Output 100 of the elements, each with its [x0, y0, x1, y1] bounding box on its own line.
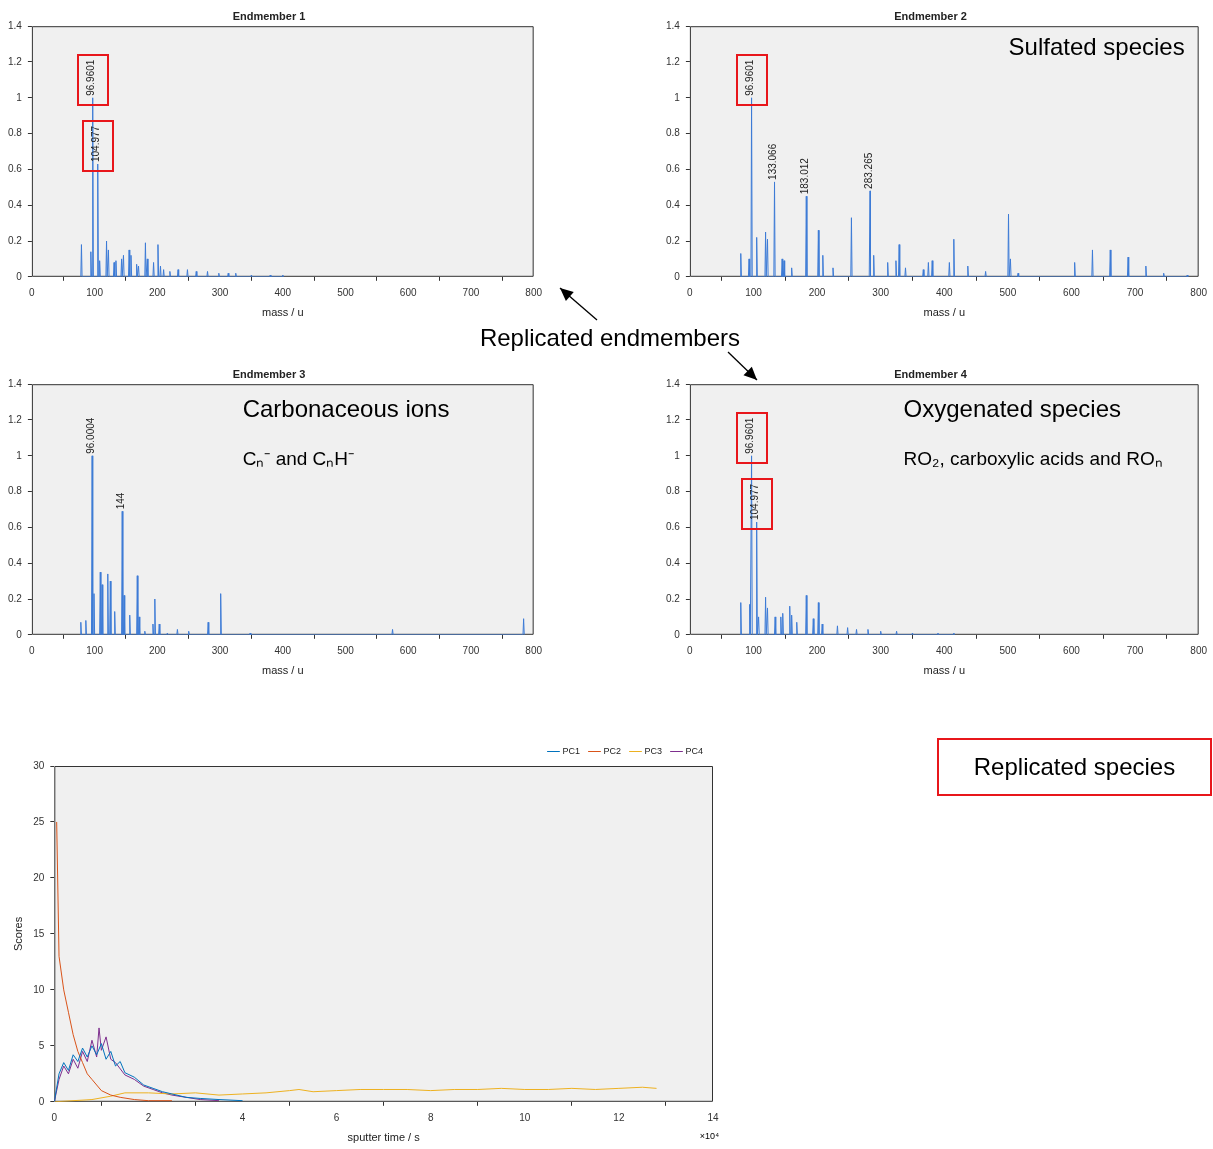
- y-tick-label: 0.6: [8, 521, 23, 533]
- x-tick-label: 500: [337, 644, 355, 656]
- x-axis-title: mass / u: [923, 664, 966, 677]
- x-tick-label: 6: [333, 1111, 340, 1123]
- text: Replicated endmembers: [478, 323, 742, 353]
- x-tick-label: 8: [427, 1111, 434, 1123]
- y-tick-label: 20: [33, 871, 45, 883]
- x-tick-label: 600: [399, 286, 417, 298]
- annotation: Oxygenated species: [903, 394, 1122, 422]
- y-tick-label: 0.8: [666, 127, 681, 139]
- x-tick-label: 2: [145, 1111, 152, 1123]
- annotation: 96.9601: [744, 417, 756, 454]
- y-tick-label: 15: [33, 927, 45, 939]
- text: ×10⁴: [699, 1130, 720, 1141]
- y-tick-label: 0.4: [8, 556, 23, 568]
- y-tick-label: 1: [674, 91, 681, 103]
- x-tick-label: 12: [613, 1111, 625, 1123]
- x-tick-label: 200: [149, 286, 167, 298]
- y-tick-label: 1: [674, 449, 681, 461]
- y-tick-label: 1.4: [666, 19, 681, 31]
- annotation: 96.9601: [744, 59, 756, 96]
- legend-label: PC2: [603, 745, 621, 756]
- x-tick-label: 700: [462, 644, 480, 656]
- annotation: Cₙ⁻ and CₙH⁻: [242, 447, 355, 469]
- y-tick-label: 1.2: [666, 413, 681, 425]
- x-tick-label: 700: [462, 286, 480, 298]
- chart-title: Endmember 1: [232, 9, 306, 22]
- x-tick-label: 100: [745, 286, 763, 298]
- y-tick-label: 0.4: [666, 198, 681, 210]
- x-axis-title: sputter time / s: [347, 1131, 421, 1144]
- x-tick-label: 700: [1126, 644, 1144, 656]
- y-axis-title: Scores: [11, 916, 24, 952]
- x-tick-label: 400: [274, 644, 292, 656]
- legend-label: PC4: [685, 745, 704, 756]
- y-tick-label: 1.2: [8, 413, 23, 425]
- y-tick-label: 1.2: [666, 55, 681, 67]
- y-tick-label: 0.8: [8, 127, 23, 139]
- y-tick-label: 0.4: [666, 556, 681, 568]
- annotation: 104.977: [90, 125, 102, 163]
- y-tick-label: 0.6: [666, 521, 681, 533]
- x-axis-title: mass / u: [261, 664, 304, 677]
- x-tick-label: 500: [999, 644, 1017, 656]
- y-tick-label: 0: [16, 270, 23, 282]
- chart-title: Endmember 4: [894, 367, 968, 380]
- annotation: 144: [114, 492, 126, 510]
- y-tick-label: 0.2: [666, 592, 681, 604]
- legend-label: PC3: [644, 745, 662, 756]
- x-tick-label: 200: [149, 644, 167, 656]
- legend-label: PC1: [562, 745, 580, 756]
- y-tick-label: 1.2: [8, 55, 23, 67]
- x-tick-label: 100: [86, 644, 104, 656]
- y-tick-label: 1: [16, 91, 23, 103]
- annotation: 96.9601: [85, 59, 97, 96]
- y-tick-label: 0: [674, 270, 681, 282]
- y-tick-label: 0.8: [666, 485, 681, 497]
- annotation: Carbonaceous ions: [242, 394, 450, 422]
- y-tick-label: 0.2: [8, 234, 23, 246]
- y-tick-label: 0.2: [8, 592, 23, 604]
- x-tick-label: 400: [935, 644, 954, 656]
- x-axis-title: mass / u: [923, 306, 966, 319]
- annotation: RO₂, carboxylic acids and ROₙ: [903, 447, 1163, 469]
- x-tick-label: 700: [1126, 286, 1144, 298]
- annotation: 104.977: [749, 483, 761, 521]
- y-tick-label: 0: [38, 1095, 45, 1107]
- x-tick-label: 400: [274, 286, 292, 298]
- annotation: Sulfated species: [1008, 32, 1185, 60]
- y-tick-label: 10: [33, 983, 45, 995]
- y-tick-label: 0: [16, 628, 23, 640]
- x-axis-title: mass / u: [261, 306, 304, 319]
- x-tick-label: 300: [872, 644, 890, 656]
- chart-title: Endmember 3: [232, 367, 306, 380]
- x-tick-label: 200: [808, 286, 826, 298]
- y-tick-label: 0.6: [8, 163, 23, 175]
- y-tick-label: 1.4: [8, 377, 23, 389]
- y-tick-label: 0: [674, 628, 681, 640]
- x-tick-label: 300: [211, 286, 229, 298]
- y-tick-label: 1.4: [666, 377, 681, 389]
- x-tick-label: 14: [707, 1111, 719, 1123]
- y-tick-label: 1: [16, 449, 23, 461]
- x-tick-label: 0: [687, 644, 694, 656]
- x-tick-label: 300: [211, 644, 229, 656]
- x-tick-label: 500: [999, 286, 1017, 298]
- x-tick-label: 0: [51, 1111, 58, 1123]
- chart-title: Endmember 2: [894, 9, 967, 22]
- x-tick-label: 500: [337, 286, 355, 298]
- y-tick-label: 0.2: [666, 234, 681, 246]
- x-tick-label: 400: [935, 286, 954, 298]
- y-tick-label: 5: [38, 1039, 45, 1051]
- x-tick-label: 100: [86, 286, 104, 298]
- annotation: 283.265: [862, 152, 874, 189]
- y-tick-label: 0.4: [8, 198, 23, 210]
- y-tick-label: 30: [33, 759, 45, 771]
- y-tick-label: 1.4: [8, 19, 23, 31]
- x-tick-label: 600: [1063, 286, 1081, 298]
- x-tick-label: 600: [1063, 644, 1081, 656]
- x-tick-label: 800: [1190, 286, 1208, 298]
- annotation: 183.012: [799, 157, 811, 195]
- x-tick-label: 200: [808, 644, 826, 656]
- x-tick-label: 10: [519, 1111, 531, 1123]
- x-tick-label: 4: [239, 1111, 246, 1123]
